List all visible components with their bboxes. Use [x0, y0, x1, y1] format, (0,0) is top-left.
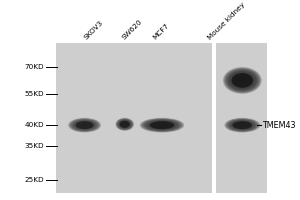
Ellipse shape — [69, 118, 100, 132]
Ellipse shape — [150, 121, 174, 129]
Ellipse shape — [229, 120, 255, 130]
Ellipse shape — [74, 120, 96, 130]
Ellipse shape — [143, 119, 181, 131]
Ellipse shape — [146, 120, 178, 130]
Text: SKOV3: SKOV3 — [83, 20, 104, 41]
Ellipse shape — [228, 119, 256, 131]
Text: 35KD: 35KD — [25, 143, 44, 149]
Text: TMEM43: TMEM43 — [262, 121, 295, 130]
Ellipse shape — [116, 118, 134, 131]
Bar — [217, 43, 267, 193]
Ellipse shape — [147, 120, 177, 130]
Ellipse shape — [118, 119, 132, 129]
Text: 70KD: 70KD — [25, 64, 44, 70]
Ellipse shape — [76, 121, 94, 129]
Ellipse shape — [232, 73, 253, 88]
Ellipse shape — [73, 120, 97, 130]
Ellipse shape — [116, 118, 134, 130]
Ellipse shape — [225, 118, 259, 132]
Text: 55KD: 55KD — [25, 91, 44, 97]
Ellipse shape — [117, 119, 133, 130]
Text: MCF7: MCF7 — [152, 22, 170, 41]
Ellipse shape — [140, 118, 184, 132]
Ellipse shape — [148, 121, 176, 130]
Ellipse shape — [230, 72, 255, 89]
Ellipse shape — [145, 119, 179, 131]
Ellipse shape — [226, 69, 258, 92]
Ellipse shape — [118, 120, 131, 129]
Ellipse shape — [230, 72, 254, 89]
Ellipse shape — [119, 120, 130, 128]
Ellipse shape — [224, 118, 260, 132]
Text: SW620: SW620 — [121, 19, 143, 41]
Ellipse shape — [72, 119, 98, 131]
Ellipse shape — [68, 118, 101, 132]
Ellipse shape — [116, 119, 133, 130]
Text: Mouse kidney: Mouse kidney — [206, 1, 246, 41]
Ellipse shape — [226, 119, 258, 132]
Bar — [213, 43, 217, 193]
Ellipse shape — [70, 119, 99, 132]
Ellipse shape — [227, 70, 257, 91]
Ellipse shape — [223, 67, 262, 94]
Ellipse shape — [232, 121, 252, 129]
Text: 25KD: 25KD — [25, 177, 44, 183]
Ellipse shape — [225, 69, 260, 92]
Ellipse shape — [71, 119, 98, 131]
Ellipse shape — [141, 118, 183, 132]
Ellipse shape — [224, 68, 261, 93]
Ellipse shape — [142, 119, 182, 132]
Ellipse shape — [118, 120, 131, 129]
Ellipse shape — [228, 71, 256, 90]
Ellipse shape — [230, 120, 254, 130]
Ellipse shape — [120, 121, 130, 128]
Bar — [56, 43, 212, 193]
Ellipse shape — [231, 121, 253, 130]
Ellipse shape — [227, 119, 257, 131]
Text: 40KD: 40KD — [25, 122, 44, 128]
